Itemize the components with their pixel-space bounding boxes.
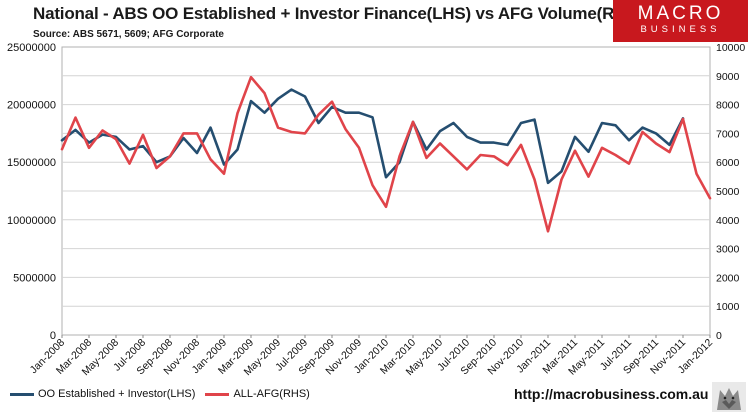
y-left-tick-label: 0 bbox=[50, 330, 56, 342]
legend-label-rhs: ALL-AFG(RHS) bbox=[233, 388, 310, 400]
y-left-tick-label: 10000000 bbox=[7, 215, 56, 227]
y-left-tick-label: 20000000 bbox=[7, 100, 56, 112]
legend-label-lhs: OO Established + Investor(LHS) bbox=[38, 388, 196, 400]
logo-line2: BUSINESS bbox=[640, 24, 721, 35]
y-right-tick-label: 7000 bbox=[716, 128, 740, 140]
chart-title: National - ABS OO Established + Investor… bbox=[33, 4, 643, 23]
macrobusiness-logo: MACRO BUSINESS bbox=[613, 0, 748, 42]
y-right-tick-label: 8000 bbox=[716, 100, 740, 112]
wolf-logo-icon bbox=[712, 382, 746, 412]
y-right-tick-label: 1000 bbox=[716, 301, 740, 313]
y-left-tick-label: 5000000 bbox=[13, 272, 56, 284]
y-right-tick-label: 6000 bbox=[716, 157, 740, 169]
y-right-tick-label: 3000 bbox=[716, 244, 740, 256]
y-right-tick-label: 0 bbox=[716, 330, 722, 342]
legend-item-lhs: OO Established + Investor(LHS) bbox=[10, 388, 195, 400]
y-right-tick-label: 10000 bbox=[716, 42, 745, 54]
series-line-lhs bbox=[60, 88, 685, 185]
logo-line1: MACRO bbox=[637, 3, 724, 24]
y-right-tick-label: 4000 bbox=[716, 215, 740, 227]
legend-swatch-lhs bbox=[10, 392, 34, 396]
legend-swatch-rhs bbox=[205, 392, 230, 396]
source-note: Source: ABS 5671, 5609; AFG Corporate bbox=[33, 29, 224, 40]
y-left-tick-label: 15000000 bbox=[7, 157, 56, 169]
legend-item-rhs: ALL-AFG(RHS) bbox=[205, 388, 310, 400]
legend: OO Established + Investor(LHS) ALL-AFG(R… bbox=[10, 388, 310, 400]
y-right-tick-label: 9000 bbox=[716, 71, 740, 83]
series-line-rhs bbox=[60, 75, 712, 233]
y-right-tick-label: 5000 bbox=[716, 186, 740, 198]
y-right-tick-label: 2000 bbox=[716, 272, 740, 284]
website-url[interactable]: http://macrobusiness.com.au bbox=[514, 386, 709, 402]
y-left-tick-label: 25000000 bbox=[7, 42, 56, 54]
